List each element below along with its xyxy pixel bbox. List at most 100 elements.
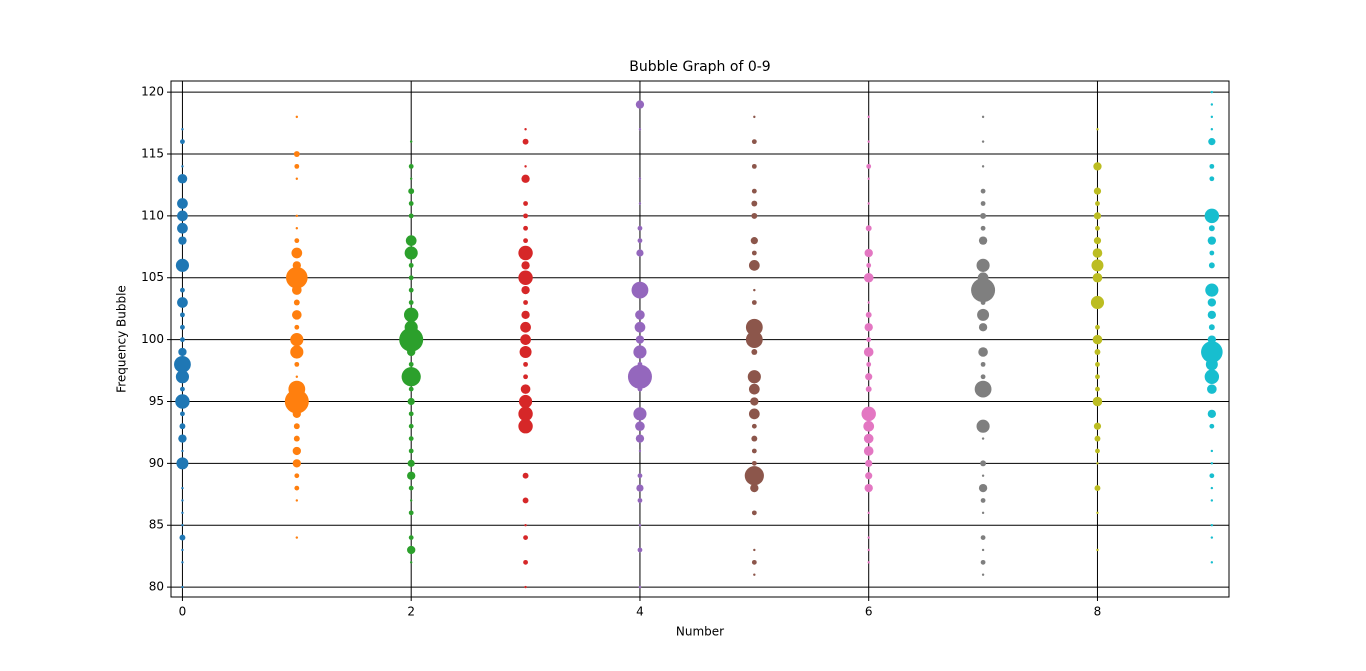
bubble <box>523 201 528 206</box>
bubble <box>286 266 308 289</box>
bubble <box>1207 298 1217 307</box>
bubble <box>981 573 985 576</box>
bubble <box>404 246 418 260</box>
y-tick-label: 110 <box>141 208 164 222</box>
bubble <box>294 238 300 244</box>
bubble <box>407 545 416 555</box>
bubble <box>177 222 188 234</box>
bubble <box>637 238 643 244</box>
bubble <box>292 459 301 468</box>
bubble <box>294 163 300 169</box>
bubble <box>408 423 414 429</box>
bubble <box>523 535 528 541</box>
bubble <box>636 484 644 492</box>
bubble <box>751 435 758 442</box>
bubble <box>409 140 413 143</box>
bubble <box>295 375 299 378</box>
bubble <box>178 347 187 357</box>
bubble <box>1094 435 1101 442</box>
bubble <box>180 312 185 318</box>
bubble <box>981 511 985 515</box>
bubble <box>635 335 645 344</box>
bubble <box>637 473 643 479</box>
bubble <box>635 310 645 320</box>
bubble <box>523 225 528 231</box>
bubble <box>408 448 414 454</box>
bubble <box>637 547 643 553</box>
bubble <box>180 411 185 417</box>
bubble <box>1210 486 1214 490</box>
bubble <box>980 460 987 467</box>
bubble <box>1096 128 1099 131</box>
bubble <box>1208 225 1215 232</box>
bubble <box>977 272 989 284</box>
y-axis-label: Frequency Bubble <box>115 285 129 393</box>
bubble <box>1209 250 1215 256</box>
bubble <box>1095 361 1100 367</box>
bubble <box>1207 384 1217 394</box>
bubble <box>520 334 531 345</box>
bubble <box>1209 176 1215 182</box>
bubble <box>408 213 414 219</box>
bubble <box>637 361 643 367</box>
x-tick-label: 0 <box>179 605 187 619</box>
bubble <box>1207 236 1217 245</box>
bubble <box>751 200 758 207</box>
y-tick-label: 85 <box>149 518 164 532</box>
plot-frame <box>170 80 1230 598</box>
bubble <box>293 299 300 306</box>
bubble <box>293 435 300 442</box>
bubble <box>179 423 186 430</box>
bubble <box>294 485 300 491</box>
bubble <box>294 473 300 479</box>
bubble <box>635 100 645 109</box>
bubble <box>1096 511 1099 515</box>
bubble <box>294 361 300 367</box>
bubble <box>1207 335 1217 344</box>
bubble <box>408 510 414 516</box>
bubble <box>181 524 184 527</box>
bubble <box>978 236 988 245</box>
bubble <box>751 423 757 429</box>
bubble <box>980 188 986 194</box>
bubble <box>408 201 414 206</box>
bubble <box>1205 283 1219 297</box>
bubble <box>980 559 986 565</box>
bubble <box>867 511 870 515</box>
bubble <box>1210 524 1214 527</box>
bubble <box>750 397 759 406</box>
bubble <box>290 345 304 359</box>
bubble <box>177 210 188 222</box>
y-tick-label: 95 <box>149 394 164 408</box>
bubble <box>750 237 758 245</box>
bubble <box>748 260 760 271</box>
bubble <box>751 460 757 466</box>
bubble <box>974 380 992 398</box>
bubble <box>399 327 424 352</box>
bubble <box>976 419 990 433</box>
bubble <box>861 406 876 422</box>
bubble <box>179 534 186 541</box>
bubble <box>977 308 990 321</box>
bubble <box>178 236 187 245</box>
bubble <box>1090 295 1105 310</box>
bubble <box>637 498 643 503</box>
bubble <box>520 321 531 333</box>
bubble <box>180 337 185 343</box>
bubble <box>864 323 873 332</box>
bubble <box>1210 449 1214 453</box>
bubble <box>745 318 763 336</box>
bubble <box>978 483 988 493</box>
bubble <box>865 386 872 393</box>
bubble <box>753 288 756 292</box>
bubble <box>867 548 870 552</box>
bubble <box>291 247 303 259</box>
bubble <box>180 287 185 293</box>
bubble <box>408 535 414 541</box>
bubble <box>1209 423 1215 429</box>
bubble <box>981 474 985 477</box>
bubble <box>523 238 528 244</box>
bubble <box>753 115 756 119</box>
bubble <box>1210 499 1214 502</box>
bubble <box>753 573 756 576</box>
